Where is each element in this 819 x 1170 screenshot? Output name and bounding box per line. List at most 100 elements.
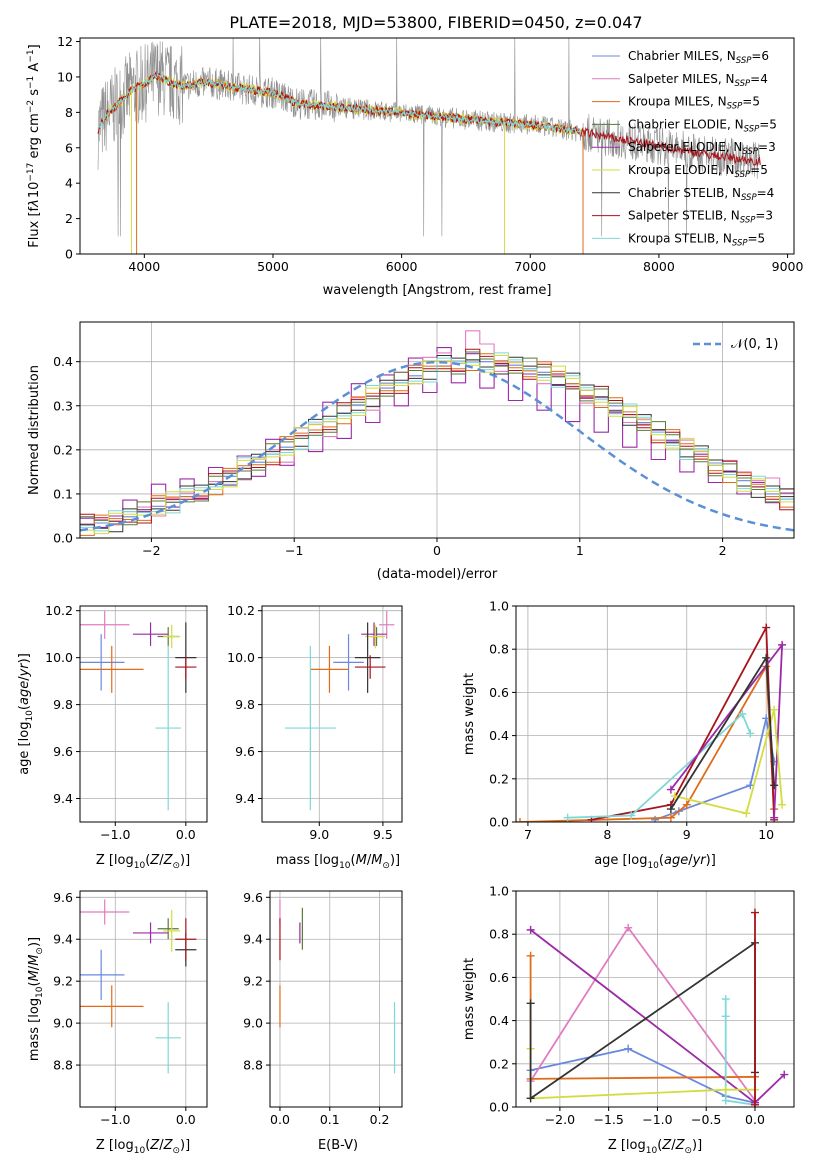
spectrum-ytick-label-2: 4	[65, 176, 73, 191]
massweight-vs-age-marker-3-2	[738, 710, 747, 718]
legend-entry-3: Chabrier ELODIE, NSSP=5	[628, 117, 777, 134]
age-vs-metallicity-frame	[79, 605, 208, 823]
legend-subscript-7: SSP	[740, 216, 756, 226]
massweight-vs-age-marker-5-1	[742, 809, 751, 818]
spectrum-xlabel: wavelength [Angstrom, rest frame]	[323, 283, 552, 298]
massweight-vs-metallicity-xlabel: Z [log10(Z/Z⊙)]	[608, 1138, 702, 1156]
mass-vs-metallicity-plot-area	[80, 891, 207, 1107]
massweight-vs-age-marker-4-2	[770, 813, 779, 822]
massweight-vs-metallicity-marker-7-1	[750, 1100, 759, 1107]
histogram-ytick-label-3: 0.3	[53, 398, 73, 413]
legend-entry-label-7: Salpeter STELIB, N	[628, 209, 740, 223]
legend-entry-4: Salpeter ELODIE, NSSP=3	[628, 140, 776, 157]
histogram-xlabel: (data-model)/error	[377, 567, 498, 582]
legend-entry-label-6: Chabrier STELIB, N	[628, 186, 741, 200]
mass-vs-ebv-xlabel: E(B-V)	[318, 1138, 358, 1153]
spectrum-xtick-label-3: 7000	[514, 259, 546, 274]
age-vs-metallicity-ytick-label-1: 9.6	[53, 744, 73, 759]
mass-vs-metallicity-ytick-label-3: 9.4	[53, 932, 73, 947]
spectrum-xtick-label-4: 8000	[643, 259, 675, 274]
mass-vs-ebv-ytick-label-0: 8.8	[243, 1058, 263, 1073]
massweight-vs-age-marker-6-0	[666, 805, 675, 814]
massweight-vs-metallicity-series-0	[530, 1047, 756, 1104]
massweight-vs-age-marker-3-3	[746, 729, 755, 738]
legend-entry-label-2: Kroupa MILES, N	[628, 95, 727, 109]
massweight-vs-metallicity-frame	[515, 890, 795, 1108]
legend-count-6: =4	[757, 186, 775, 200]
histogram-plot-area	[80, 322, 794, 538]
legend-count-5: =5	[750, 163, 768, 177]
massweight-vs-metallicity-ytick-label-4: 0.8	[489, 927, 509, 942]
age-vs-metallicity-ticks: −1.0 0.0 9.4 9.6 9.8 10.0 10.2	[45, 603, 196, 842]
spectrum-ticks: 4000 5000 6000 7000 8000 9000 0 2 4 6 8 10 12	[57, 34, 803, 274]
histogram-xtick-label-4: 2	[719, 543, 727, 558]
massweight-vs-age-marker-6-1	[762, 653, 771, 662]
legend-entry-7: Salpeter STELIB, NSSP=3	[628, 209, 773, 226]
massweight-vs-age-marker-4-1	[778, 640, 787, 649]
massweight-vs-age-xtick-label-2: 9	[683, 827, 691, 842]
spectrum-ytick-label-4: 8	[65, 105, 73, 120]
massweight-vs-age-xlabel: age [log10(age/yr)]	[594, 853, 716, 871]
massweight-vs-age-marker-4-0	[666, 785, 675, 794]
legend-subscript-8: SSP	[732, 238, 748, 248]
spectrum-ytick-label-5: 10	[57, 69, 73, 84]
age-vs-mass-plot-area	[262, 606, 402, 822]
massweight-vs-metallicity-marker-7-0	[750, 908, 759, 917]
histogram-ytick-label-0: 0.0	[53, 531, 73, 546]
spectrum-ytick-label-0: 0	[65, 247, 73, 262]
spectrum-xtick-label-1: 5000	[257, 259, 289, 274]
legend-entry-8: Kroupa STELIB, NSSP=5	[628, 231, 765, 248]
mass-vs-metallicity-ytick-label-0: 8.8	[53, 1058, 73, 1073]
age-vs-metallicity-ytick-label-2: 9.8	[53, 697, 73, 712]
massweight-vs-metallicity-marker-2-0	[526, 951, 535, 960]
legend-count-3: =5	[759, 117, 777, 131]
mass-vs-ebv-xtick-label-2: 0.2	[370, 1112, 390, 1127]
massweight-vs-metallicity-xtick-label-1: −1.5	[593, 1112, 623, 1127]
mass-vs-metallicity-xlabel: Z [log10(Z/Z⊙)]	[96, 1138, 190, 1156]
massweight-vs-age-ticks: 7 8 9 10 0.0 0.2 0.4 0.6 0.8 1.0	[489, 599, 774, 843]
massweight-vs-metallicity-marker-3-0	[526, 925, 535, 934]
spectrum-ytick-label-1: 2	[65, 211, 73, 226]
age-vs-metallicity-ylabel-text: age [log	[17, 722, 32, 775]
massweight-vs-metallicity-xtick-label-2: −1.0	[642, 1112, 672, 1127]
histogram-legend: 𝒩(0, 1)	[693, 337, 778, 352]
legend-entry-label-1: Salpeter MILES, N	[628, 72, 735, 86]
massweight-vs-metallicity-ytick-label-0: 0.0	[489, 1100, 509, 1115]
massweight-vs-age-ytick-label-5: 1.0	[489, 599, 509, 614]
spectrum-panel: 4000 5000 6000 7000 8000 9000 0 2 4 6 8 10 12 wavele…	[26, 34, 804, 298]
histogram-ticks: −2 −1 0 1 2 0.0 0.1 0.2 0.3 0.4	[53, 354, 726, 558]
massweight-vs-metallicity-marker-3-2	[780, 1070, 789, 1079]
massweight-vs-age-ytick-label-0: 0.0	[489, 815, 509, 830]
massweight-vs-age-marker-1-0	[516, 818, 524, 822]
massweight-vs-age-ytick-label-3: 0.6	[489, 685, 509, 700]
massweight-vs-metallicity-marker-4-0	[721, 995, 730, 1003]
age-vs-metallicity-plot-area	[80, 606, 207, 822]
mass-vs-ebv-frame	[269, 890, 403, 1108]
histogram-xtick-label-1: −1	[285, 543, 303, 558]
mass-vs-metallicity-ytick-label-1: 9.0	[53, 1016, 73, 1031]
age-vs-mass-ytick-label-2: 9.8	[235, 697, 255, 712]
mass-vs-ebv-ytick-label-2: 9.2	[243, 974, 263, 989]
massweight-vs-metallicity-series-4	[724, 999, 756, 1106]
massweight-vs-metallicity-marker-4-2	[721, 1096, 730, 1105]
legend-subscript-6: SSP	[741, 193, 757, 203]
legend-entry-label-8: Kroupa STELIB, N	[628, 231, 732, 245]
age-vs-metallicity-xtick-label-1: 0.0	[176, 827, 196, 842]
massweight-vs-age-marker-5-3	[778, 800, 787, 809]
massweight-vs-age-marker-2-2	[762, 623, 771, 632]
age-vs-mass-ytick-label-0: 9.4	[235, 791, 255, 806]
massweight-vs-metallicity-xtick-label-0: −2.0	[545, 1112, 575, 1127]
massweight-vs-age-series-4	[670, 642, 784, 818]
age-vs-metallicity-ylabel: age [log10(age/yr)]	[17, 653, 35, 775]
massweight-vs-metallicity-marker-0-1	[624, 1044, 633, 1053]
mass-vs-metallicity-ytick-label-4: 9.6	[53, 890, 73, 905]
spectrum-frame	[79, 37, 795, 255]
massweight-vs-age-ylabel: mass weight	[462, 673, 477, 755]
gaussian-legend-label: 𝒩(0, 1)	[731, 337, 778, 352]
massweight-vs-metallicity-plot-area	[516, 891, 794, 1107]
histogram-ytick-label-1: 0.1	[53, 486, 73, 501]
spectrum-xtick-label-2: 6000	[386, 259, 418, 274]
histogram-panel: −2 −1 0 1 2 0.0 0.1 0.2 0.3 0.4 (data-model)/erro…	[27, 321, 795, 582]
spectrum-xtick-label-5: 9000	[772, 259, 804, 274]
